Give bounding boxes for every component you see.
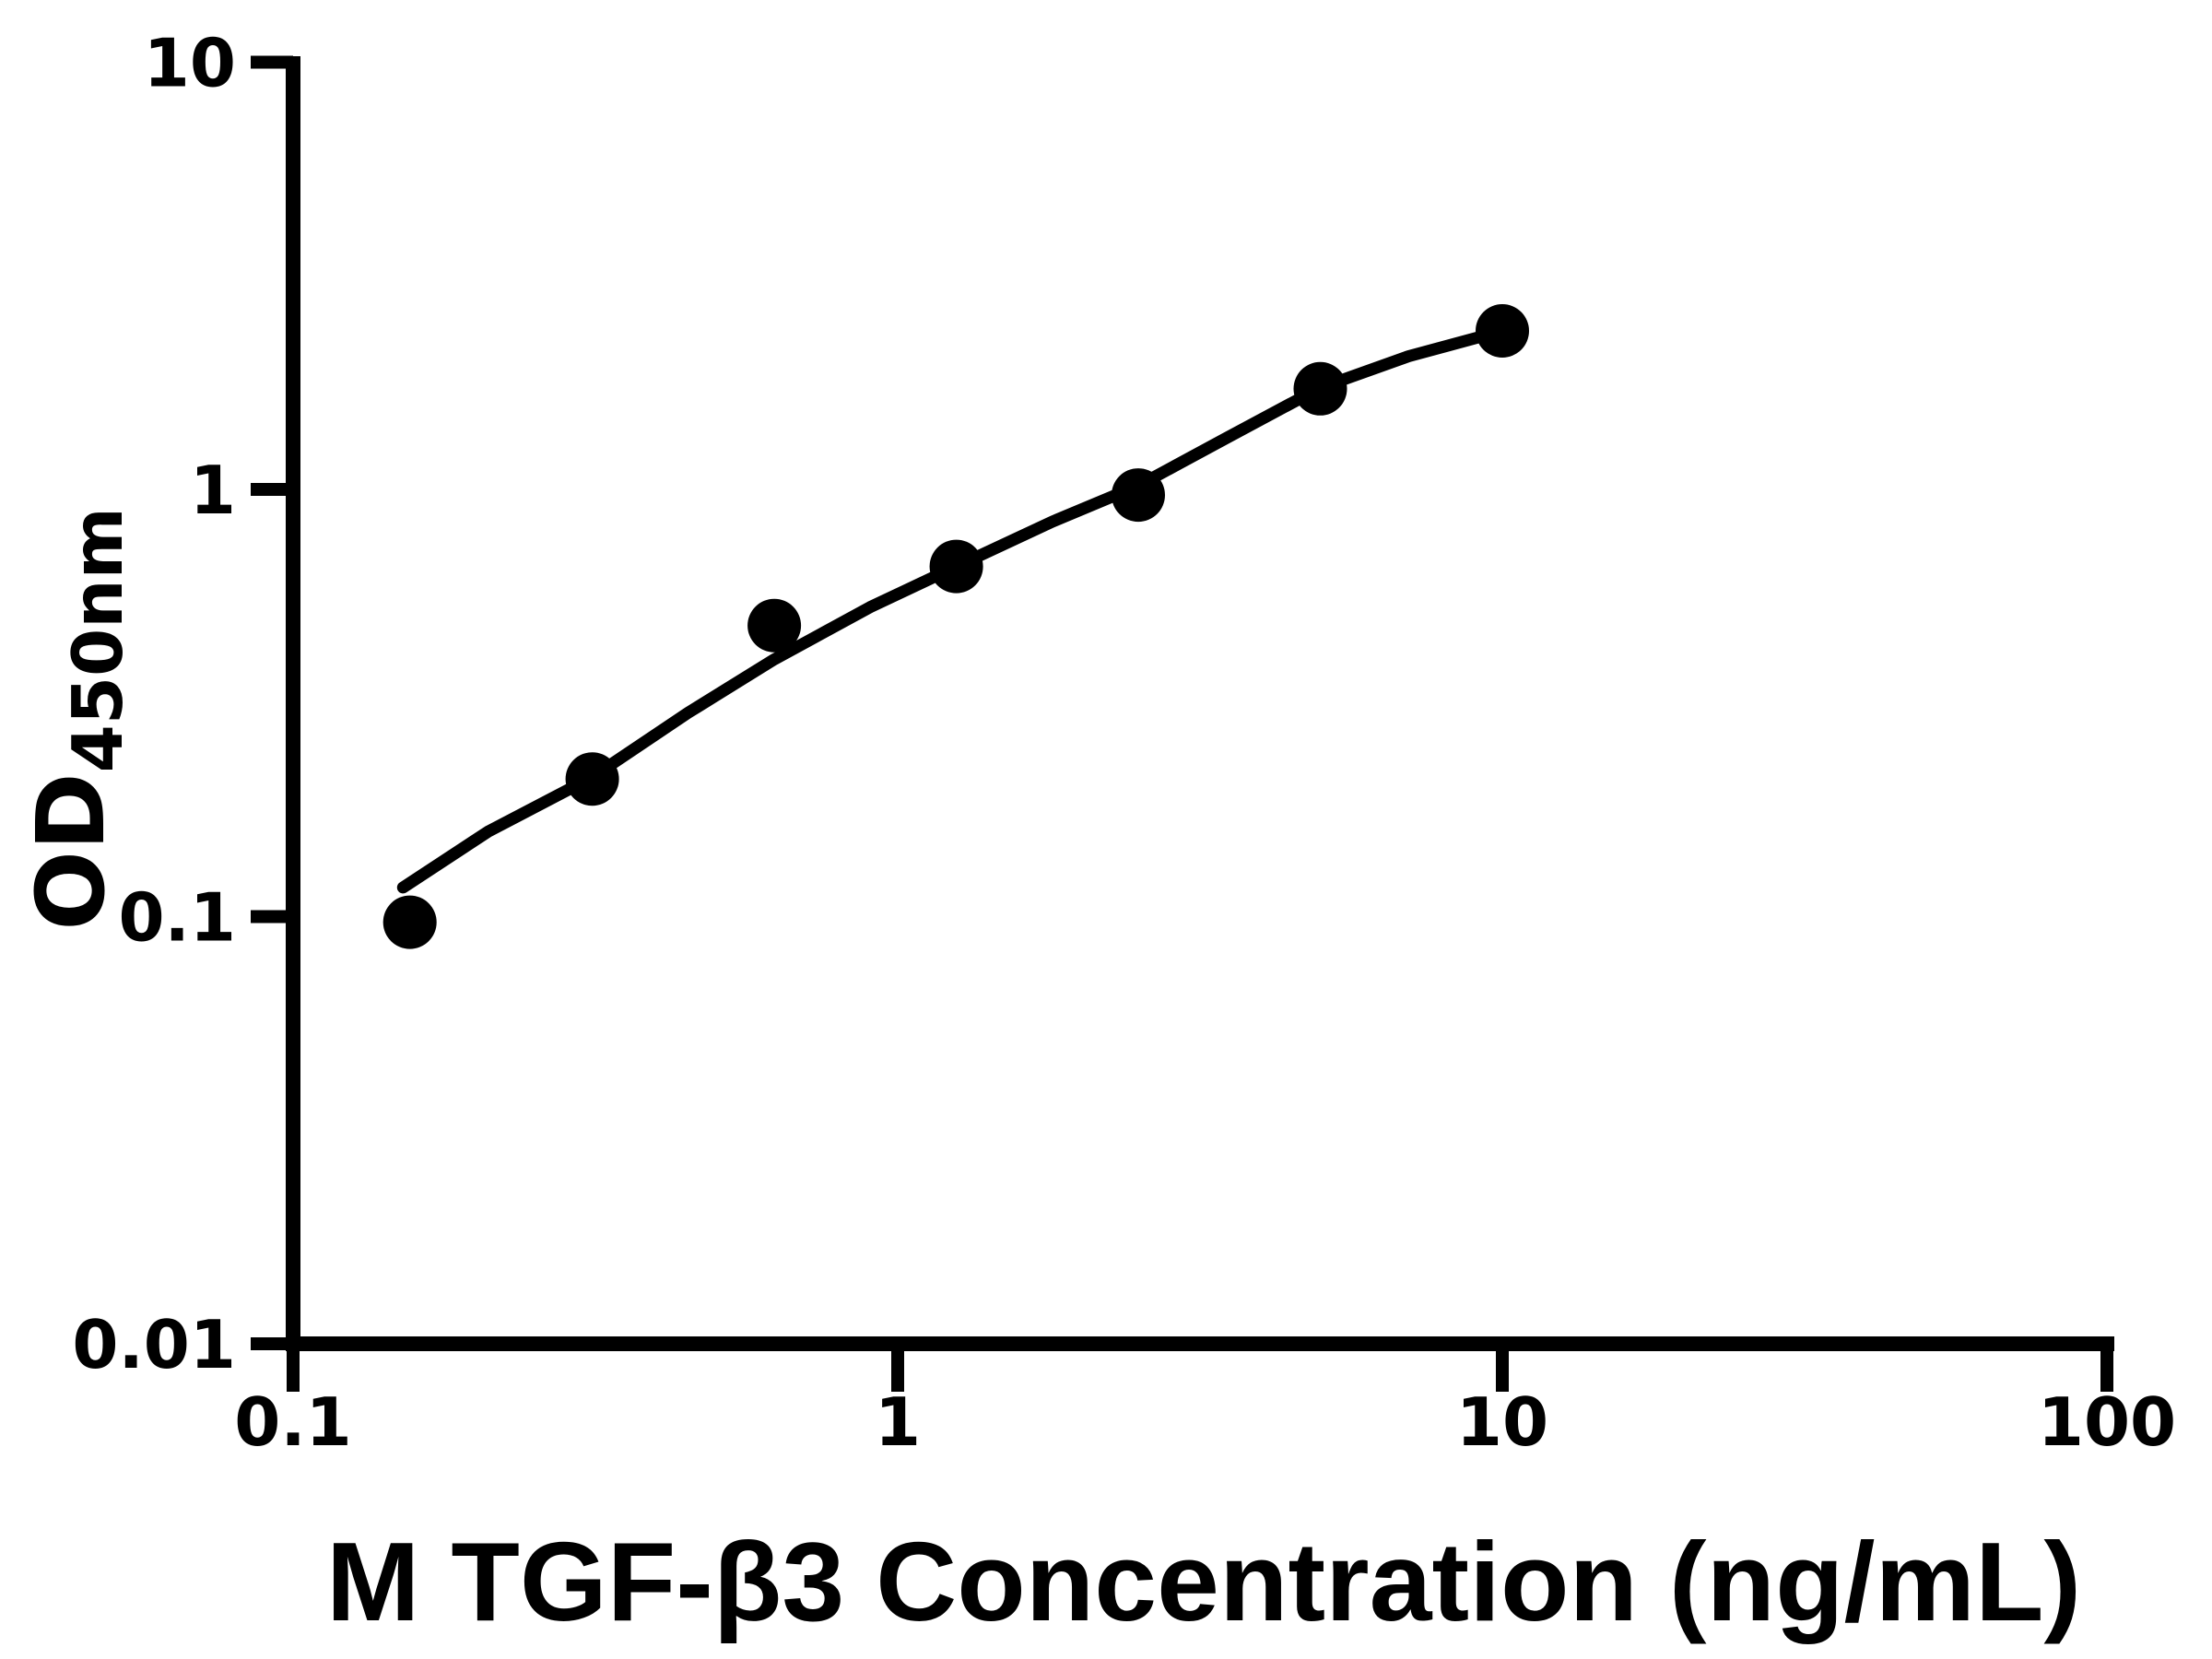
y-tick-label: 0.1 bbox=[118, 879, 236, 957]
y-tick-group: 0.01 0.1 1 10 bbox=[72, 25, 293, 1383]
data-point-group bbox=[382, 304, 1529, 949]
data-point bbox=[382, 895, 437, 949]
x-tick-label: 10 bbox=[1456, 1383, 1548, 1461]
fit-curve-path bbox=[396, 324, 1509, 894]
y-tick-label: 0.01 bbox=[72, 1306, 236, 1383]
plot-area bbox=[382, 304, 1529, 949]
y-axis-title-subscript: 450nm bbox=[57, 507, 138, 772]
data-point bbox=[929, 539, 983, 594]
x-tick-label: 100 bbox=[2038, 1383, 2176, 1461]
x-axis-title: M TGF-β3 Concentration (ng/mL) bbox=[326, 1519, 2081, 1644]
y-axis: 0.01 0.1 1 10 bbox=[72, 25, 300, 1383]
y-axis-title-base: OD bbox=[17, 772, 126, 930]
y-tick-label: 1 bbox=[190, 452, 236, 529]
data-point bbox=[1476, 304, 1529, 358]
data-point bbox=[747, 598, 802, 653]
x-tick-group: 0.1 1 10 100 bbox=[234, 1344, 2176, 1461]
data-point bbox=[565, 752, 619, 806]
data-point bbox=[1112, 468, 1165, 523]
y-axis-title: OD450nm bbox=[17, 507, 138, 931]
x-tick-label: 1 bbox=[875, 1383, 921, 1461]
data-point bbox=[1293, 361, 1347, 416]
y-tick-label: 10 bbox=[144, 25, 236, 102]
x-tick-label: 0.1 bbox=[234, 1383, 352, 1461]
x-axis: 0.1 1 10 100 bbox=[234, 1336, 2176, 1461]
